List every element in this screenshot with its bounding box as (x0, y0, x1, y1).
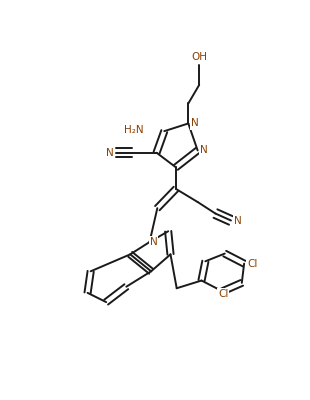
Text: H₂N: H₂N (124, 125, 143, 135)
Text: Cl: Cl (218, 289, 228, 299)
Text: N: N (234, 216, 242, 226)
Text: N: N (191, 118, 198, 128)
Text: Cl: Cl (247, 258, 258, 269)
Text: N: N (149, 237, 157, 247)
Text: N: N (200, 146, 208, 156)
Text: N: N (106, 148, 114, 158)
Text: OH: OH (191, 52, 207, 62)
